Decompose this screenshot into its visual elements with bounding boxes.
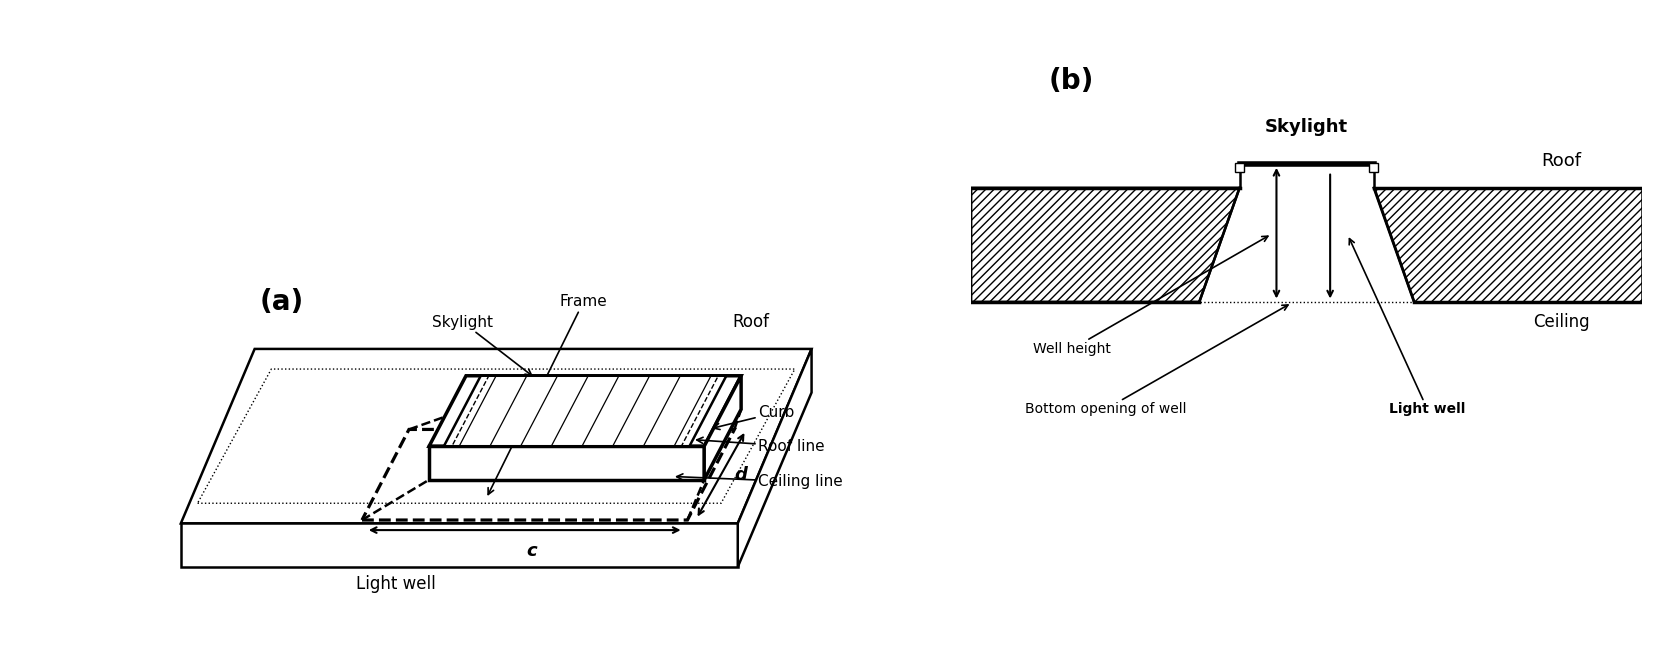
Text: Ceiling: Ceiling bbox=[1533, 313, 1589, 331]
Text: Light well: Light well bbox=[356, 575, 435, 592]
Polygon shape bbox=[180, 349, 812, 523]
Polygon shape bbox=[428, 376, 741, 446]
Polygon shape bbox=[1236, 163, 1244, 172]
Text: d: d bbox=[734, 466, 748, 484]
Text: Ceiling line: Ceiling line bbox=[676, 474, 842, 489]
Polygon shape bbox=[428, 446, 705, 480]
Polygon shape bbox=[971, 188, 1239, 302]
Text: Light well: Light well bbox=[1350, 239, 1465, 416]
Polygon shape bbox=[738, 349, 812, 567]
Text: Skylight: Skylight bbox=[432, 315, 531, 376]
Text: Roof: Roof bbox=[733, 313, 769, 331]
Text: c: c bbox=[526, 542, 538, 560]
Polygon shape bbox=[180, 523, 738, 567]
Text: Bottom opening of well: Bottom opening of well bbox=[1024, 305, 1288, 416]
Text: (a): (a) bbox=[260, 288, 304, 316]
Text: Curb: Curb bbox=[713, 405, 794, 429]
Text: Frame: Frame bbox=[488, 295, 607, 495]
Text: Roof: Roof bbox=[1542, 152, 1581, 170]
Polygon shape bbox=[443, 376, 726, 446]
Polygon shape bbox=[705, 376, 741, 480]
Text: Well height: Well height bbox=[1032, 236, 1269, 356]
Text: Skylight: Skylight bbox=[1265, 119, 1348, 136]
Polygon shape bbox=[1374, 188, 1642, 302]
Text: (b): (b) bbox=[1049, 66, 1095, 95]
Polygon shape bbox=[1370, 163, 1378, 172]
Text: Roof line: Roof line bbox=[696, 437, 824, 454]
